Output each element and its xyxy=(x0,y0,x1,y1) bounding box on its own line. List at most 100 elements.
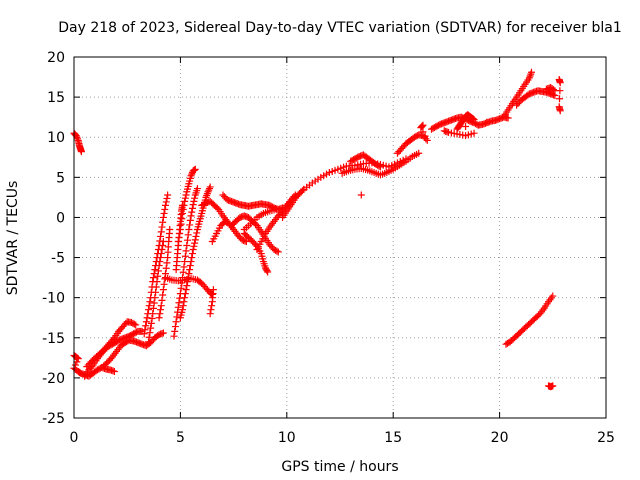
data-point xyxy=(130,320,138,328)
data-point xyxy=(183,282,191,290)
data-point xyxy=(147,324,155,332)
data-point xyxy=(182,286,190,294)
data-point xyxy=(179,205,187,213)
data-point xyxy=(187,212,195,220)
data-point xyxy=(181,197,189,205)
data-point xyxy=(208,302,216,310)
data-point xyxy=(152,288,160,296)
y-tick-label: 5 xyxy=(56,170,65,186)
data-point xyxy=(191,165,199,173)
data-point xyxy=(146,329,154,337)
y-tick-label: -5 xyxy=(51,251,65,267)
data-point xyxy=(188,250,196,258)
data-point xyxy=(179,209,187,217)
data-point xyxy=(175,234,183,241)
data-point xyxy=(155,262,163,270)
tick-layer: 0 5 10 15 20 25 -25 -20 -15 -10 -5 0 5 10 15 20 xyxy=(42,50,615,446)
data-point xyxy=(149,274,157,282)
data-point xyxy=(179,302,187,310)
data-point xyxy=(145,333,153,341)
data-point xyxy=(423,136,431,144)
data-point xyxy=(556,87,564,95)
data-point xyxy=(186,266,194,274)
data-point xyxy=(166,225,174,233)
data-point xyxy=(162,198,170,206)
data-point xyxy=(151,294,159,302)
x-tick-label: 15 xyxy=(384,430,402,446)
data-point xyxy=(470,116,478,124)
data-point xyxy=(179,268,187,276)
data-point xyxy=(158,246,166,254)
data-point xyxy=(159,213,167,221)
data-point xyxy=(110,367,118,375)
data-point xyxy=(150,270,158,278)
data-point xyxy=(206,310,214,318)
data-point xyxy=(157,250,165,258)
data-point xyxy=(357,191,365,199)
data-point xyxy=(160,280,168,288)
data-point xyxy=(176,225,184,233)
data-point xyxy=(149,304,157,312)
grid-layer xyxy=(74,57,606,418)
data-point xyxy=(419,121,427,129)
data-point xyxy=(298,187,306,195)
plot-frame xyxy=(73,56,607,419)
data-point xyxy=(74,135,82,143)
data-point xyxy=(154,267,162,275)
data-point xyxy=(173,313,181,321)
data-point xyxy=(159,286,167,294)
data-point xyxy=(183,236,191,244)
data-point xyxy=(193,185,201,193)
data-point xyxy=(188,204,196,212)
data-point xyxy=(181,294,189,302)
data-point xyxy=(148,315,156,323)
y-tick-label: -25 xyxy=(42,411,65,427)
data-point xyxy=(157,306,165,314)
data-point xyxy=(162,201,170,209)
data-point xyxy=(209,286,217,294)
data-point xyxy=(204,188,212,196)
data-point xyxy=(274,248,282,256)
data-point xyxy=(146,298,154,306)
data-point xyxy=(556,79,564,87)
data-point xyxy=(77,148,85,156)
data-point xyxy=(144,338,152,346)
data-point xyxy=(190,197,198,205)
data-point xyxy=(186,221,194,229)
x-tick-label: 0 xyxy=(70,430,79,446)
data-point xyxy=(206,183,214,191)
data-point xyxy=(207,306,215,314)
data-point xyxy=(172,318,180,326)
data-point xyxy=(154,272,162,280)
data-point xyxy=(264,268,272,276)
data-point xyxy=(150,299,158,307)
data-point xyxy=(181,258,189,266)
data-point xyxy=(152,283,160,291)
data-point xyxy=(157,254,165,262)
data-point xyxy=(73,133,81,141)
data-point xyxy=(145,302,153,310)
data-point xyxy=(556,95,564,103)
data-point xyxy=(162,264,170,272)
data-point xyxy=(187,172,195,180)
data-point xyxy=(223,217,231,225)
x-tick-label: 25 xyxy=(597,430,615,446)
data-point xyxy=(188,254,196,262)
data-point xyxy=(418,122,426,130)
data-point xyxy=(132,321,140,329)
data-point xyxy=(175,299,183,307)
data-point xyxy=(157,302,165,310)
data-point xyxy=(192,232,200,240)
data-point xyxy=(180,298,188,306)
data-point xyxy=(205,185,213,193)
data-point xyxy=(415,149,423,157)
data-point xyxy=(147,319,155,327)
data-point xyxy=(170,332,178,340)
x-tick-label: 20 xyxy=(491,430,509,446)
data-point xyxy=(550,86,558,94)
data-point xyxy=(375,162,383,170)
data-point xyxy=(193,229,201,237)
data-markers xyxy=(70,68,564,391)
data-point xyxy=(187,258,195,266)
